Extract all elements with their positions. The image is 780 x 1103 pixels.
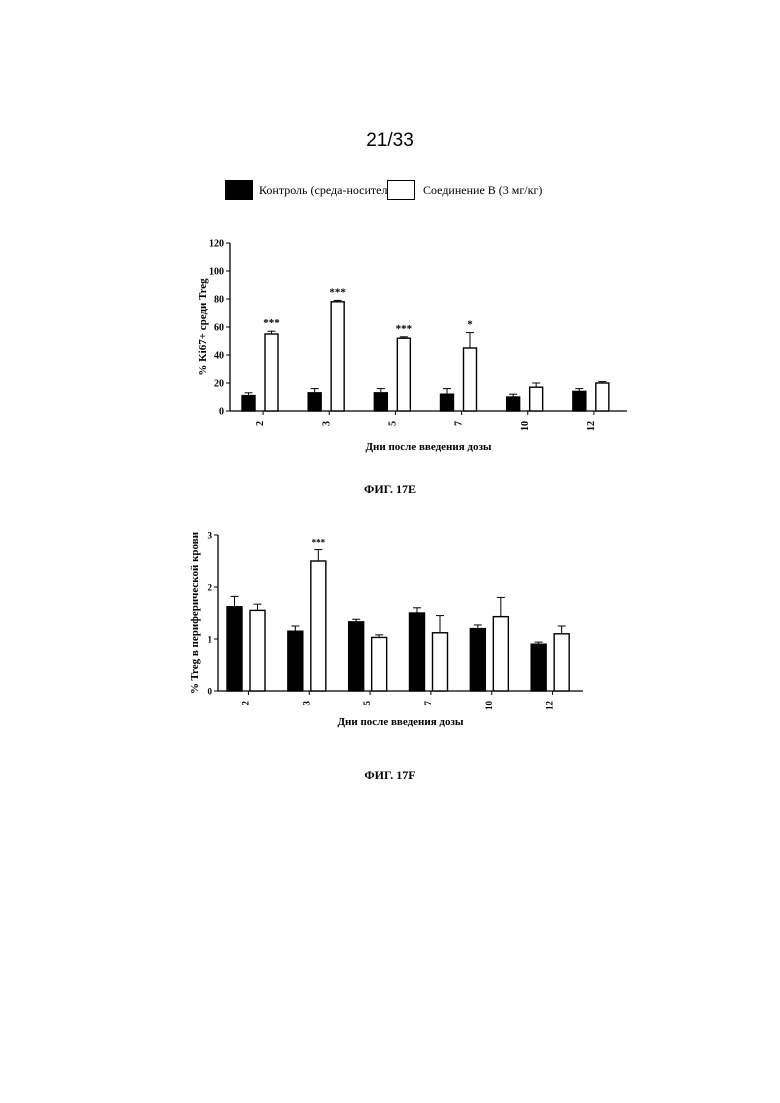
y-tick-label: 0 bbox=[219, 407, 224, 418]
significance-marker: *** bbox=[312, 538, 326, 548]
x-tick-label: 7 bbox=[423, 701, 433, 706]
y-tick-label: 0 bbox=[208, 687, 213, 697]
bar-compound bbox=[554, 634, 569, 691]
bar-compound bbox=[311, 561, 326, 691]
bar-compound bbox=[250, 610, 265, 691]
significance-marker: *** bbox=[329, 286, 346, 298]
significance-marker: * bbox=[467, 319, 473, 331]
x-tick-label: 12 bbox=[545, 701, 555, 711]
bar-control bbox=[531, 644, 546, 691]
significance-marker: *** bbox=[396, 323, 413, 335]
figure-caption-17f: ФИГ. 17F bbox=[0, 768, 780, 783]
bar-control bbox=[573, 391, 586, 411]
x-tick-label: 3 bbox=[321, 421, 332, 426]
chart-treg-blood: 012323***571012Дни после введения дозы% … bbox=[185, 522, 605, 742]
y-tick-label: 100 bbox=[209, 267, 224, 278]
legend-label-compound: Соединение B (3 мг/кг) bbox=[423, 183, 542, 198]
bar-control bbox=[470, 629, 485, 691]
bar-compound bbox=[397, 338, 410, 411]
bar-control bbox=[374, 393, 387, 411]
legend-swatch-compound bbox=[387, 180, 415, 200]
x-tick-label: 7 bbox=[454, 421, 465, 426]
y-tick-label: 120 bbox=[209, 239, 224, 250]
bar-compound bbox=[530, 387, 543, 411]
bar-control bbox=[308, 393, 321, 411]
bar-control bbox=[242, 396, 255, 411]
y-tick-label: 3 bbox=[208, 531, 213, 541]
bar-control bbox=[288, 631, 303, 691]
legend-label-control: Контроль (среда-носитель) bbox=[259, 183, 397, 198]
x-axis-title: Дни после введения дозы bbox=[365, 441, 491, 453]
bar-compound bbox=[372, 637, 387, 691]
bar-control bbox=[441, 394, 454, 411]
y-tick-label: 40 bbox=[214, 351, 224, 362]
x-tick-label: 12 bbox=[586, 421, 597, 431]
significance-marker: *** bbox=[263, 317, 280, 329]
x-axis-title: Дни после введения дозы bbox=[337, 716, 463, 728]
x-tick-label: 10 bbox=[520, 421, 531, 431]
bar-compound bbox=[433, 633, 448, 691]
x-tick-label: 3 bbox=[301, 701, 311, 706]
y-axis-title: % Treg в периферической крови bbox=[189, 531, 201, 694]
bar-compound bbox=[464, 348, 477, 411]
x-tick-label: 5 bbox=[362, 701, 372, 706]
bar-control bbox=[227, 607, 242, 691]
x-tick-label: 2 bbox=[240, 701, 250, 706]
bar-compound bbox=[493, 617, 508, 691]
bar-compound bbox=[596, 383, 609, 411]
chart-ki67: 0 20 40 60 80 100 120 2 *** 3 *** 5 *** 7 * 10 12 Дни пос… bbox=[190, 230, 640, 470]
bar-compound bbox=[331, 302, 344, 411]
x-tick-label: 10 bbox=[484, 701, 494, 711]
legend-swatch-control bbox=[225, 180, 253, 200]
figure-caption-17e: ФИГ. 17E bbox=[0, 482, 780, 497]
y-axis-title: % Ki67+ среди Treg bbox=[197, 278, 209, 376]
y-tick-label: 1 bbox=[208, 635, 213, 645]
bar-compound bbox=[265, 334, 278, 411]
bar-control bbox=[507, 397, 520, 411]
y-tick-label: 60 bbox=[214, 323, 224, 334]
y-tick-label: 20 bbox=[214, 379, 224, 390]
x-tick-label: 2 bbox=[255, 421, 266, 426]
page-number: 21/33 bbox=[0, 130, 780, 152]
bar-control bbox=[410, 613, 425, 691]
x-tick-label: 5 bbox=[387, 421, 398, 426]
y-tick-label: 80 bbox=[214, 295, 224, 306]
bar-control bbox=[349, 622, 364, 691]
y-tick-label: 2 bbox=[208, 583, 213, 593]
